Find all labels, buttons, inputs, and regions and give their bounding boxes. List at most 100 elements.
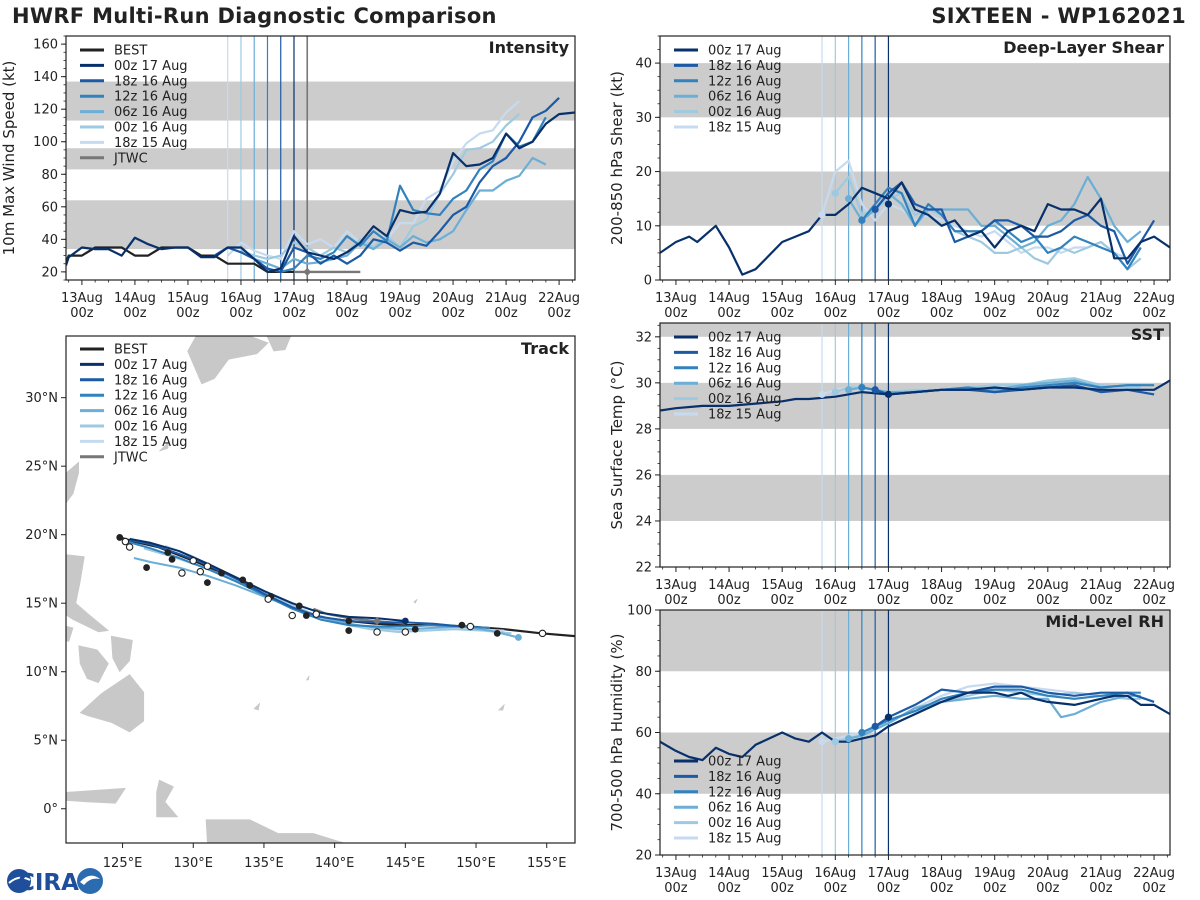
rh-xtick-label-day: 20Aug: [1027, 866, 1069, 881]
land-luzon: [66, 554, 110, 633]
track-series-18z-15-aug: [164, 544, 505, 632]
track-legend-label-12z-16-aug: 12z 16 Aug: [114, 389, 188, 404]
track-ytick-label: 25°N: [25, 460, 58, 475]
track-xtick-label: 140°E: [315, 856, 355, 871]
shear-xtick-label-hour: 00z: [824, 306, 848, 321]
rh-xtick-label-hour: 00z: [877, 881, 901, 896]
shear-series-00z-17-aug: [660, 181, 1170, 276]
sst-xtick-label-hour: 00z: [1036, 593, 1060, 608]
sst-xtick-label-hour: 00z: [877, 593, 901, 608]
intensity-ytick-label: 120: [33, 103, 58, 118]
sst-xtick-label-hour: 00z: [1089, 593, 1113, 608]
sst-xtick-label-hour: 00z: [771, 593, 795, 608]
rh-xtick-label-day: 22Aug: [1133, 866, 1175, 881]
rh-marker-00z-16-aug: [831, 738, 839, 746]
land-new-guinea-w: [205, 819, 346, 843]
shear-xtick-label-day: 19Aug: [974, 291, 1016, 306]
intensity-xtick-label-hour: 00z: [70, 306, 94, 321]
track-marker-best: [345, 627, 353, 635]
sst-marker-00z-17-aug: [884, 390, 893, 398]
track-marker-best: [302, 612, 310, 619]
track-marker-best: [116, 534, 124, 541]
land-halmahera: [156, 779, 179, 818]
shear-legend-label-12z-16-aug: 12z 16 Aug: [708, 74, 782, 89]
track-marker-06z-16-aug: [515, 634, 522, 641]
shear-ytick-label: 30: [635, 111, 652, 126]
track-marker-18z-15-aug: [288, 611, 296, 620]
intensity-band-2: [66, 81, 575, 121]
sst-xtick-label-day: 15Aug: [761, 578, 803, 593]
shear-xtick-label-day: 22Aug: [1133, 291, 1175, 306]
sst-legend-label-18z-15-aug: 18z 15 Aug: [708, 408, 782, 423]
track-map-area: [66, 336, 575, 843]
sst-xtick-label-day: 19Aug: [974, 578, 1016, 593]
track-legend-label-jtwc: JTWC: [113, 450, 148, 465]
track-marker-18z-15-aug: [538, 629, 547, 638]
land-mindanao: [79, 674, 145, 733]
shear-ytick-label: 0: [644, 274, 652, 289]
shear-marker-18z-15-aug: [818, 211, 826, 219]
rh-legend-label-12z-16-aug: 12z 16 Aug: [708, 785, 782, 800]
sst-legend-label-06z-16-aug: 06z 16 Aug: [708, 377, 782, 392]
intensity-legend-label-best: BEST: [114, 44, 147, 59]
land-chuuk: [497, 703, 505, 711]
figure-title: HWRF Multi-Run Diagnostic Comparison: [12, 4, 497, 28]
intensity-xtick-label-hour: 00z: [494, 306, 518, 321]
shear-xtick-label-hour: 00z: [664, 306, 688, 321]
intensity-ytick-label: 20: [41, 265, 58, 280]
intensity-legend-label-12z-16-aug: 12z 16 Aug: [114, 90, 188, 105]
intensity-ytick-label: 160: [33, 38, 58, 53]
shear-ytick-label: 40: [635, 57, 652, 72]
track-panel-title: Track: [521, 339, 569, 358]
rh-marker-00z-17-aug: [884, 713, 893, 721]
rh-xtick-label-hour: 00z: [717, 881, 741, 896]
sst-legend-label-00z-16-aug: 00z 16 Aug: [708, 392, 782, 407]
intensity-legend-label-18z-16-aug: 18z 16 Aug: [114, 74, 188, 89]
track-ytick-label: 15°N: [25, 597, 58, 612]
rh-legend-label-18z-15-aug: 18z 15 Aug: [708, 832, 782, 847]
shear-xtick-label-day: 17Aug: [867, 291, 909, 306]
track-marker-18z-15-aug: [203, 562, 212, 570]
intensity-ytick-label: 140: [33, 70, 58, 85]
intensity-legend-label-06z-16-aug: 06z 16 Aug: [114, 105, 188, 120]
sst-panel-title: SST: [1131, 325, 1164, 344]
sst-band-0: [660, 474, 1170, 521]
track-marker-best: [168, 555, 176, 563]
rh-series-12z-16-aug: [861, 688, 1141, 734]
rh-xtick-label-day: 19Aug: [974, 866, 1016, 881]
rh-series-00z-17-aug: [660, 691, 1170, 762]
sst-xtick-label-day: 17Aug: [867, 578, 909, 593]
intensity-legend-label-00z-17-aug: 00z 17 Aug: [114, 59, 188, 74]
sst-ylabel: Sea Surface Temp (°C): [608, 360, 626, 529]
rh-xtick-label-hour: 00z: [1036, 881, 1060, 896]
sst-ytick-label: 24: [635, 514, 652, 529]
sst-ytick-label: 32: [635, 330, 652, 345]
shear-xtick-label-day: 18Aug: [921, 291, 963, 306]
track-xtick-label: 155°E: [527, 856, 567, 871]
shear-marker-12z-16-aug: [858, 216, 866, 224]
shear-xtick-label-day: 20Aug: [1027, 291, 1069, 306]
sst-ytick-label: 30: [635, 376, 652, 391]
track-legend-label-00z-17-aug: 00z 17 Aug: [114, 358, 188, 373]
sst-band-2: [660, 323, 1170, 337]
rh-ytick-label: 40: [635, 787, 652, 802]
track-marker-best: [295, 602, 303, 610]
land-taiwan: [66, 461, 79, 504]
rh-xtick-label-hour: 00z: [771, 881, 795, 896]
shear-xtick-label-day: 16Aug: [814, 291, 856, 306]
track-xtick-label: 145°E: [386, 856, 426, 871]
land-japan-s: [187, 336, 269, 385]
shear-marker-06z-16-aug: [844, 195, 853, 203]
sst-marker-00z-16-aug: [831, 388, 839, 396]
rh-ytick-label: 100: [627, 604, 652, 619]
rh-xtick-label-day: 16Aug: [814, 866, 856, 881]
shear-ytick-label: 20: [635, 165, 652, 180]
shear-legend-label-06z-16-aug: 06z 16 Aug: [708, 90, 782, 105]
cira-logo: CIRA: [4, 866, 108, 896]
rh-xtick-label-hour: 00z: [983, 881, 1007, 896]
intensity-ytick-label: 40: [41, 233, 58, 248]
